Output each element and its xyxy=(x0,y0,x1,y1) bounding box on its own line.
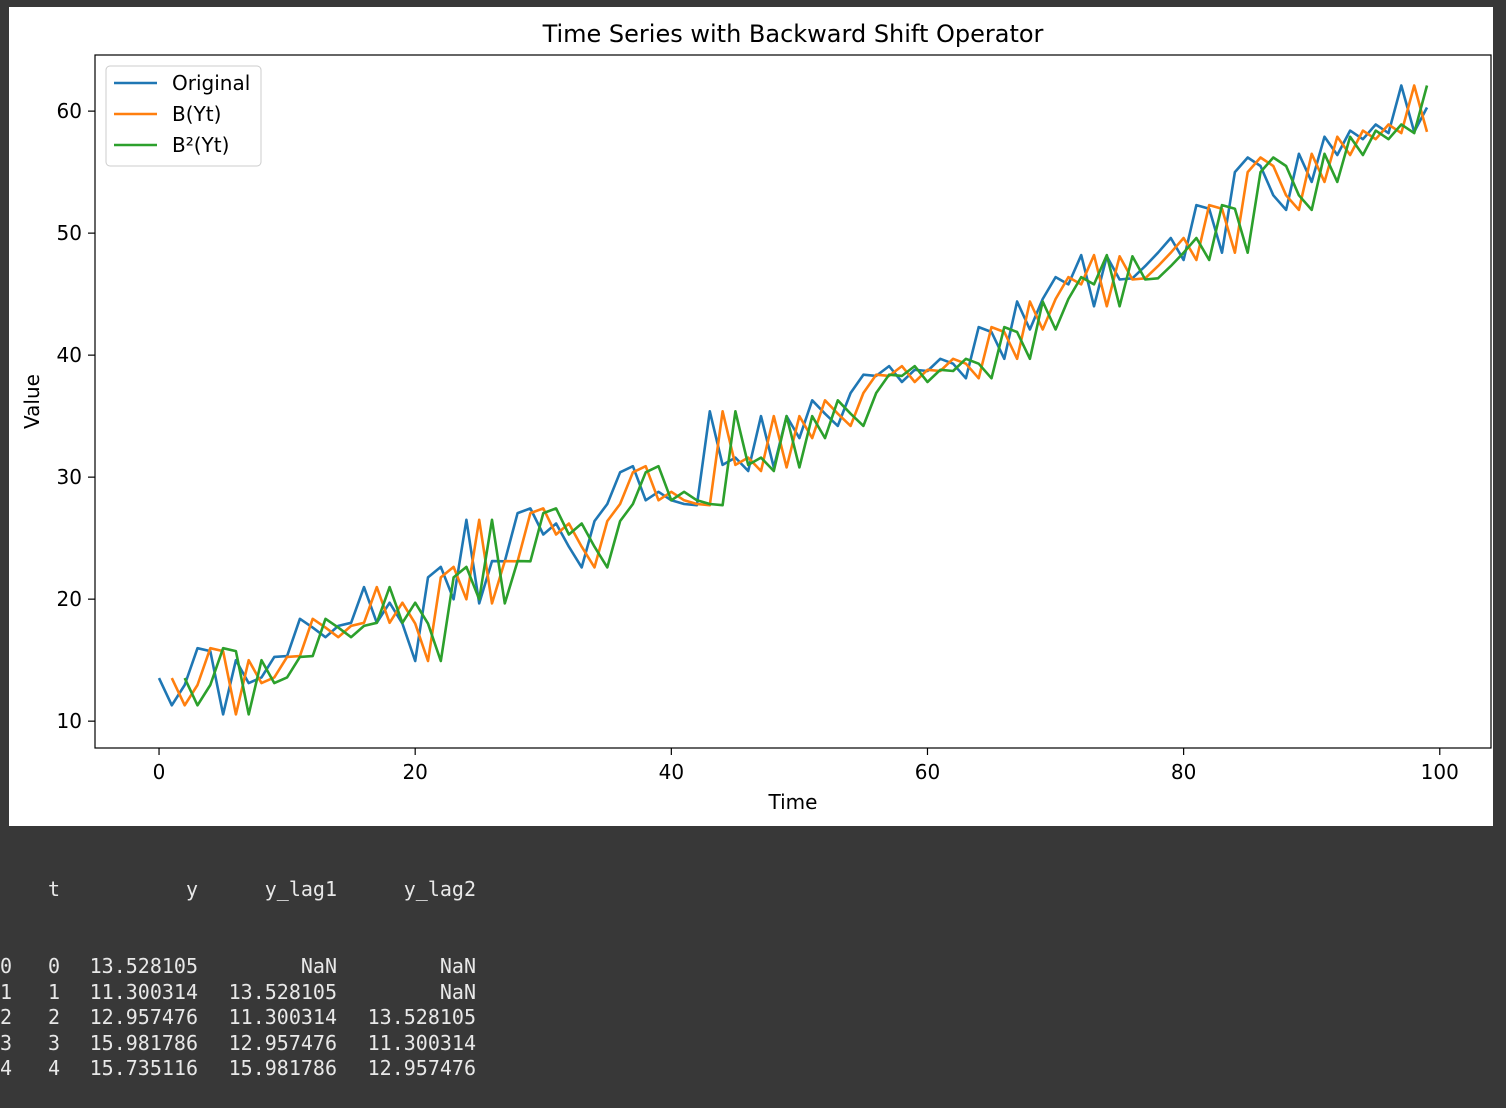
figure-canvas: 0 20 40 60 80 100 10 20 30 40 50 60 Time Series wi… xyxy=(9,7,1493,826)
table-cell: 3 xyxy=(47,1030,60,1055)
y-tick-label: 20 xyxy=(57,587,82,611)
row-index: 1 xyxy=(0,979,13,1004)
table-cell: NaN xyxy=(300,953,337,978)
dataframe-output: t y y_lag1 y_lag2 0 0 13.528105 NaN NaN 1 1 11.… xyxy=(0,826,1506,1080)
table-cell: 12.957476 xyxy=(367,1056,476,1081)
row-index: 3 xyxy=(0,1030,13,1055)
table-header-row: t y y_lag1 y_lag2 xyxy=(0,877,1506,903)
legend-label-0: Original xyxy=(172,71,250,95)
series-line-2 xyxy=(183,85,1429,716)
table-cell: 1 xyxy=(47,979,60,1004)
series-line-0 xyxy=(157,84,1429,716)
column-header-t: t xyxy=(47,877,60,902)
table-cell: 4 xyxy=(47,1056,60,1081)
table-row: 2 2 12.957476 11.300314 13.528105 xyxy=(0,1005,1506,1031)
table-cell: 11.300314 xyxy=(228,1005,337,1030)
table-row: 1 1 11.300314 13.528105 NaN xyxy=(0,980,1506,1006)
table-body: 0 0 13.528105 NaN NaN 1 1 11.300314 13.528105 NaN… xyxy=(0,954,1506,1082)
table-cell: 15.981786 xyxy=(89,1030,198,1055)
table-cell: 2 xyxy=(47,1005,60,1030)
row-index: 0 xyxy=(0,953,13,978)
table-cell: NaN xyxy=(439,979,476,1004)
table-cell: 15.981786 xyxy=(228,1056,337,1081)
table-cell: 13.528105 xyxy=(228,979,337,1004)
y-tick-label: 10 xyxy=(57,709,82,733)
legend-label-2: B²(Yt) xyxy=(172,133,229,157)
column-header-y: y xyxy=(185,877,198,902)
legend: Original B(Yt) B²(Yt) xyxy=(105,65,262,167)
y-tick-label: 50 xyxy=(57,221,82,245)
table-cell: 15.735116 xyxy=(89,1056,198,1081)
y-tick-label: 30 xyxy=(57,465,82,489)
column-header-y-lag2: y_lag2 xyxy=(403,877,476,902)
y-tick-label: 40 xyxy=(57,343,82,367)
legend-box xyxy=(105,65,262,167)
x-tick-label: 20 xyxy=(402,760,427,784)
x-tick-label: 40 xyxy=(659,760,684,784)
table-cell: 13.528105 xyxy=(89,953,198,978)
table-row: 3 3 15.981786 12.957476 11.300314 xyxy=(0,1031,1506,1057)
series-lines xyxy=(157,84,1429,716)
column-header-y-lag1: y_lag1 xyxy=(264,877,337,902)
table-row: 0 0 13.528105 NaN NaN xyxy=(0,954,1506,980)
x-tick-label: 60 xyxy=(915,760,940,784)
table-cell: 11.300314 xyxy=(367,1030,476,1055)
chart-title: Time Series with Backward Shift Operator xyxy=(542,20,1044,48)
table-cell: 12.957476 xyxy=(89,1005,198,1030)
x-tick-label: 100 xyxy=(1421,760,1459,784)
x-tick-label: 0 xyxy=(153,760,166,784)
series-line-1 xyxy=(170,84,1429,716)
table-cell: 11.300314 xyxy=(89,979,198,1004)
table-cell: 0 xyxy=(47,953,60,978)
x-tick-label: 80 xyxy=(1171,760,1196,784)
table-cell: 13.528105 xyxy=(367,1005,476,1030)
line-chart: 0 20 40 60 80 100 10 20 30 40 50 60 Time Series wi… xyxy=(20,20,1492,814)
table-cell: NaN xyxy=(439,953,476,978)
axes-frame xyxy=(94,54,1492,749)
x-ticks: 0 20 40 60 80 100 xyxy=(153,748,1459,784)
legend-label-1: B(Yt) xyxy=(172,102,221,126)
y-tick-label: 60 xyxy=(57,99,82,123)
y-axis-label: Value xyxy=(20,374,44,429)
x-axis-label: Time xyxy=(768,790,818,814)
table-row: 4 4 15.735116 15.981786 12.957476 xyxy=(0,1056,1506,1082)
row-index: 2 xyxy=(0,1005,13,1030)
row-index: 4 xyxy=(0,1056,13,1081)
table-cell: 12.957476 xyxy=(228,1030,337,1055)
y-ticks: 10 20 30 40 50 60 xyxy=(57,99,95,733)
